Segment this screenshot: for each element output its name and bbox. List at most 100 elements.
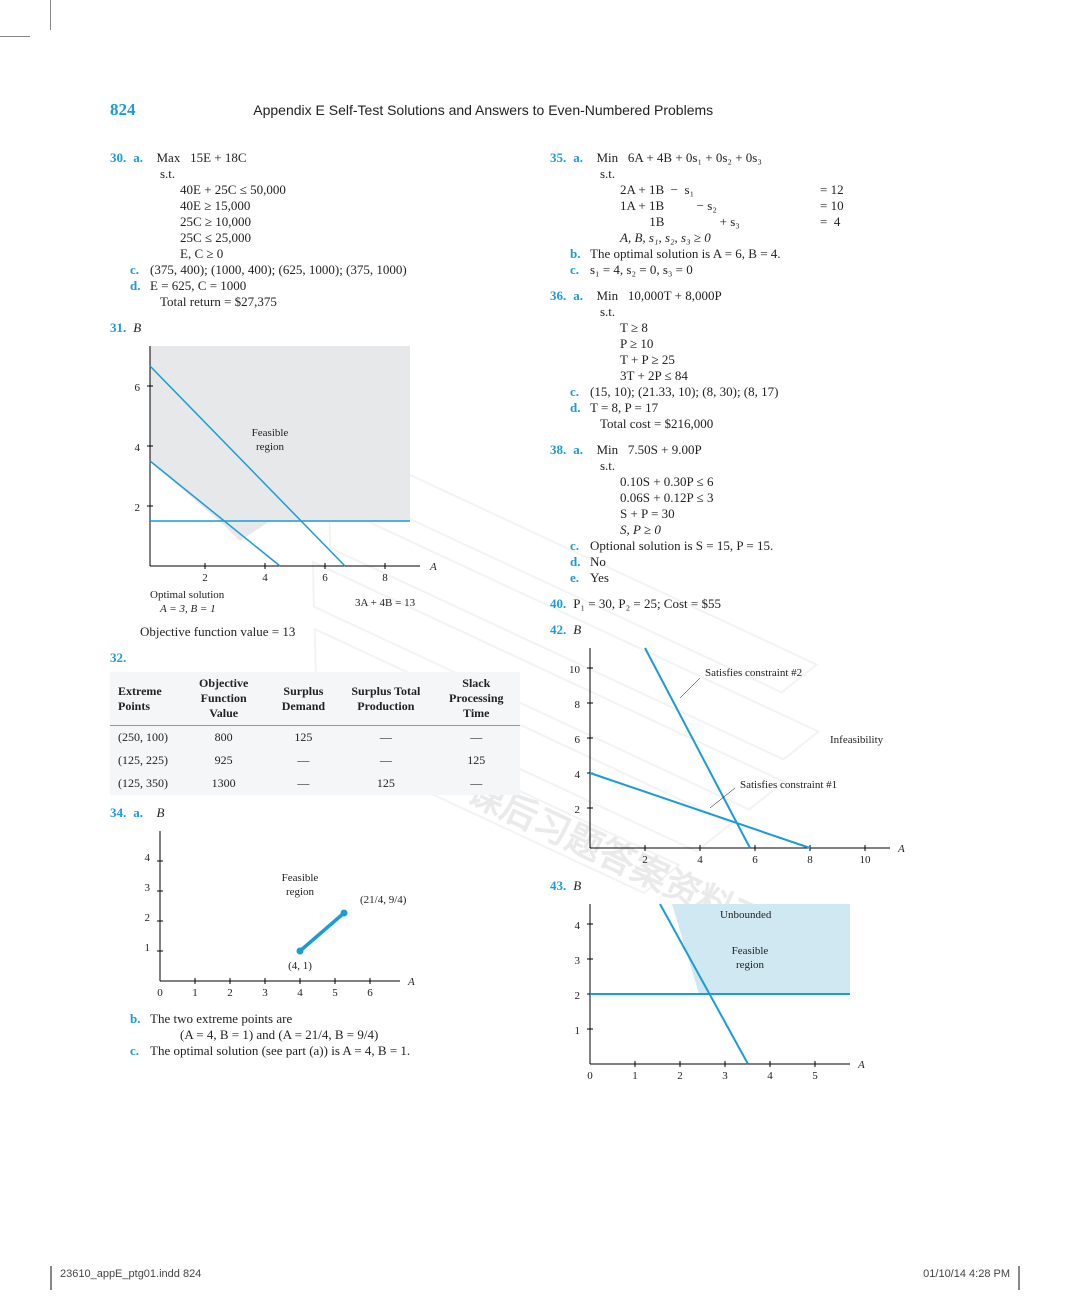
svg-text:Optimal solution: Optimal solution: [150, 589, 225, 601]
q34-bp2: (A = 4, B = 1) and (A = 21/4, B = 9/4): [180, 1027, 378, 1042]
q38-st: s.t.: [600, 458, 615, 473]
svg-text:4: 4: [297, 987, 303, 999]
q30-nn: E, C ≥ 0: [180, 246, 223, 261]
right-column: 35. a. Min 6A + 4B + 0s₁ + 0s₂ + 0s₃ s.t…: [550, 150, 960, 1094]
q42-graph: 2 4 6 8 10 2 4 6 8 10: [550, 638, 940, 868]
q30-cp: (375, 400); (1000, 400); (625, 1000); (3…: [150, 262, 407, 277]
q35-r1l: 2A + 1B − s₁: [620, 182, 820, 198]
svg-text:A: A: [429, 561, 437, 573]
q40-text: P₁ = 30, P₂ = 25; Cost = $55: [573, 596, 721, 611]
svg-text:5: 5: [332, 987, 338, 999]
footer-left: 23610_appE_ptg01.indd 824: [60, 1268, 201, 1280]
problem-30: 30. a. Max 15E + 18C s.t. 40E + 25C ≤ 50…: [110, 150, 520, 310]
q30-c2: 40E ≥ 15,000: [180, 198, 250, 213]
problem-42: 42. B 2 4 6 8 10 2 4 6: [550, 622, 960, 868]
q34-a: a.: [133, 805, 153, 821]
svg-text:4: 4: [145, 852, 151, 864]
problem-32: 32. Extreme Points Objective Function Va…: [110, 650, 520, 795]
q34-ylabel: B: [157, 805, 165, 820]
q38-d: d.: [570, 554, 590, 570]
q36-r2: P ≥ 10: [620, 336, 653, 351]
svg-text:8: 8: [807, 854, 813, 866]
q35-b: b.: [570, 246, 590, 262]
q30-max: Max: [157, 150, 181, 165]
q35-bp: The optimal solution is A = 6, B = 4.: [590, 246, 781, 261]
q31-obj-val: Objective function value = 13: [140, 624, 520, 640]
q30-c3: 25C ≥ 10,000: [180, 214, 251, 229]
svg-text:1: 1: [192, 987, 198, 999]
q34-bp: The two extreme points are: [150, 1011, 292, 1026]
q34-b: b.: [130, 1011, 150, 1027]
svg-text:2: 2: [135, 502, 141, 514]
svg-text:Feasible: Feasible: [732, 945, 769, 957]
q38-e: e.: [570, 570, 590, 586]
q38-a: a.: [573, 442, 593, 458]
q36-r4: 3T + 2P ≤ 84: [620, 368, 688, 383]
q32-h3: Surplus Total Production: [339, 672, 432, 726]
q38-obj: 7.50S + 9.00P: [628, 442, 702, 457]
q35-nn: A, B, s₁, s₂, s₃ ≥ 0: [620, 230, 711, 245]
q36-r1: T ≥ 8: [620, 320, 648, 335]
q35-r3r: = 4: [820, 214, 840, 230]
problem-40: 40. P₁ = 30, P₂ = 25; Cost = $55: [550, 596, 960, 612]
page-content: 824 Appendix E Self-Test Solutions and A…: [110, 100, 960, 1094]
svg-text:4: 4: [575, 920, 581, 932]
q32-h4: Slack Processing Time: [433, 672, 520, 726]
q38-cp: Optional solution is S = 15, P = 15.: [590, 538, 773, 553]
q38-nn: S, P ≥ 0: [620, 522, 661, 537]
q38-r1: 0.10S + 0.30P ≤ 6: [620, 474, 713, 489]
svg-text:4: 4: [697, 854, 703, 866]
q35-min: Min: [597, 150, 619, 165]
q35-r2l: 1A + 1B − s₂: [620, 198, 820, 214]
crop-marks: [0, 0, 1070, 40]
q36-r3: T + P ≥ 25: [620, 352, 675, 367]
q30-tot: Total return = $27,375: [160, 294, 277, 309]
q30-d: d.: [130, 278, 150, 294]
svg-text:2: 2: [575, 990, 581, 1002]
svg-text:2: 2: [145, 912, 151, 924]
page-number: 824: [110, 100, 250, 120]
svg-text:8: 8: [575, 699, 581, 711]
q36-a: a.: [573, 288, 593, 304]
q38-c: c.: [570, 538, 590, 554]
svg-text:3: 3: [262, 987, 268, 999]
svg-text:4: 4: [575, 769, 581, 781]
q30-st: s.t.: [160, 166, 175, 181]
q34-num: 34.: [110, 805, 130, 821]
problem-31: 31. B 2 4 6 8 2: [110, 320, 520, 640]
q36-obj: 10,000T + 8,000P: [628, 288, 722, 303]
svg-text:6: 6: [752, 854, 758, 866]
q34-cp: The optimal solution (see part (a)) is A…: [150, 1043, 410, 1058]
svg-text:A = 3, B = 1: A = 3, B = 1: [159, 603, 216, 615]
q34-graph: 0 1 2 3 4 5 6 1 2 3 4: [110, 821, 420, 1011]
left-column: 30. a. Max 15E + 18C s.t. 40E + 25C ≤ 50…: [110, 150, 520, 1094]
svg-text:2: 2: [202, 572, 208, 584]
svg-text:region: region: [286, 886, 315, 898]
q36-num: 36.: [550, 288, 570, 304]
q30-obj: 15E + 18C: [190, 150, 246, 165]
q35-cp: s₁ = 4, s₂ = 0, s₃ = 0: [590, 262, 693, 277]
svg-text:6: 6: [322, 572, 328, 584]
svg-text:(21/4, 9/4): (21/4, 9/4): [360, 894, 407, 906]
svg-text:Infeasibility: Infeasibility: [830, 734, 884, 746]
q36-dp: T = 8, P = 17: [590, 400, 658, 415]
running-head: 824 Appendix E Self-Test Solutions and A…: [110, 100, 960, 120]
q32-h1: Objective Function Value: [180, 672, 268, 726]
svg-text:8: 8: [382, 572, 388, 584]
q34-c: c.: [130, 1043, 150, 1059]
q32-h2: Surplus Demand: [268, 672, 339, 726]
q36-cp: (15, 10); (21.33, 10); (8, 30); (8, 17): [590, 384, 778, 399]
q38-min: Min: [597, 442, 619, 457]
problem-36: 36. a. Min 10,000T + 8,000P s.t. T ≥ 8 P…: [550, 288, 960, 432]
svg-text:5: 5: [812, 1070, 818, 1082]
q36-tot: Total cost = $216,000: [600, 416, 713, 431]
q40-num: 40.: [550, 596, 570, 612]
svg-text:region: region: [736, 959, 765, 971]
q43-ylabel: B: [573, 878, 581, 893]
svg-text:3A + 4B = 13: 3A + 4B = 13: [355, 597, 416, 609]
q35-r3l: 1B + s₃: [620, 214, 820, 230]
q32-num: 32.: [110, 650, 130, 666]
svg-text:(4, 1): (4, 1): [288, 960, 312, 972]
svg-text:4: 4: [135, 442, 141, 454]
svg-text:1: 1: [632, 1070, 638, 1082]
